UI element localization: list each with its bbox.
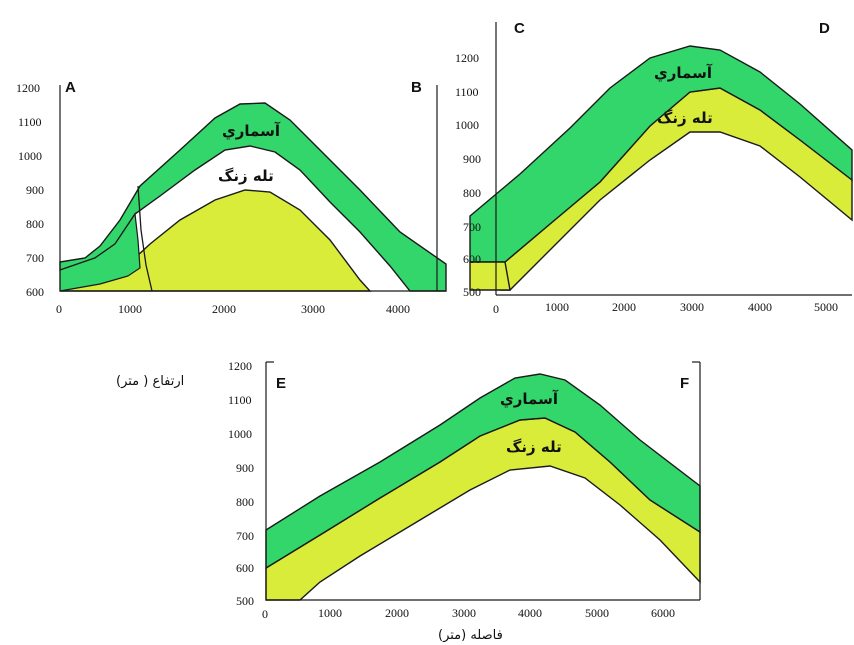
panel-ab-frame (59, 85, 446, 292)
panel-ab-y-ticks: 1200 1100 1000 900 800 700 600 (16, 81, 44, 299)
panel-ef-y-tick: 1200 (228, 359, 252, 373)
panel-ef-y-tick: 1000 (228, 427, 252, 441)
panel-cd-upper-unit-label: آسماري (654, 64, 713, 83)
panel-cd-x-tick: 0 (493, 302, 499, 316)
panel-cd-y-tick: 1100 (455, 85, 479, 99)
panel-cd-y-tick: 500 (463, 285, 481, 299)
panel-ab-y-tick: 700 (26, 251, 44, 265)
panel-ef-frame (265, 361, 701, 601)
panel-ab-x-tick: 3000 (301, 302, 325, 316)
panel-cd-y-tick: 600 (463, 252, 481, 266)
panel-ef-y-tick: 900 (236, 461, 254, 475)
panel-cd-x-tick: 2000 (612, 300, 636, 314)
panel-cd-x-ticks: 0 1000 2000 3000 4000 5000 (493, 300, 838, 316)
x-axis-title: فاصله (متر) (438, 628, 503, 643)
panel-cd-corner-left: C (514, 20, 525, 37)
panel-ab-x-ticks: 0 1000 2000 3000 4000 (56, 302, 410, 316)
panel-cd-x-tick: 5000 (814, 300, 838, 314)
panel-ab-y-tick: 1000 (18, 149, 42, 163)
panel-cd-y-tick: 800 (463, 186, 481, 200)
panel-ab-fault-line (137, 185, 153, 292)
panel-ef-x-tick: 3000 (452, 606, 476, 620)
panel-ab-lower-unit-label: تله زنگ (218, 167, 274, 185)
panel-ef-y-tick: 600 (236, 561, 254, 575)
panel-ab-y-tick: 900 (26, 183, 44, 197)
panel-ef: 1200 1100 1000 900 800 700 600 500 0 100… (116, 359, 701, 643)
panel-ab-x-tick: 1000 (118, 302, 142, 316)
panel-ef-x-tick: 5000 (585, 606, 609, 620)
panel-ef-x-ticks: 0 1000 2000 3000 4000 5000 6000 (262, 606, 675, 621)
panel-cd-y-tick: 900 (463, 152, 481, 166)
panel-ef-y-tick: 500 (236, 594, 254, 608)
panel-ef-y-tick: 1100 (228, 393, 252, 407)
panel-cd-y-tick: 700 (463, 220, 481, 234)
panel-ab-y-tick: 800 (26, 217, 44, 231)
panel-ef-y-tick: 800 (236, 495, 254, 509)
panel-cd-y-tick: 1200 (455, 51, 479, 65)
panel-ab-corner-right: B (411, 79, 422, 96)
panel-cd-corner-right: D (819, 20, 830, 37)
panel-cd-lower-unit-left (469, 261, 511, 291)
panel-cd: 1200 1100 1000 900 800 700 600 500 0 100… (455, 20, 853, 316)
panel-cd-y-tick: 1000 (455, 118, 479, 132)
panel-ef-lower-unit-label: تله زنگ (506, 438, 562, 456)
panel-ab-y-tick: 1100 (18, 115, 42, 129)
panel-ef-y-ticks: 1200 1100 1000 900 800 700 600 500 (228, 359, 254, 608)
panel-ab-y-tick: 1200 (16, 81, 40, 95)
panel-ef-corner-left: E (276, 375, 286, 392)
panel-ab-upper-unit-label: آسماري (222, 122, 281, 141)
panel-ab: 1200 1100 1000 900 800 700 600 0 1000 20… (16, 79, 447, 316)
panel-ef-upper-unit-label: آسماري (500, 390, 559, 409)
panel-ab-x-tick: 2000 (212, 302, 236, 316)
panel-ef-x-tick: 4000 (518, 606, 542, 620)
panel-ef-corner-right: F (680, 375, 689, 392)
panel-ab-corner-left: A (65, 79, 76, 96)
panel-cd-y-ticks: 1200 1100 1000 900 800 700 600 500 (455, 51, 481, 299)
panel-ef-x-tick: 1000 (318, 606, 342, 620)
panel-cd-x-tick: 3000 (680, 300, 704, 314)
y-axis-title: ارتفاع ( متر) (116, 374, 184, 389)
panel-cd-upper-unit (469, 45, 853, 263)
panel-ab-y-tick: 600 (26, 285, 44, 299)
panel-ef-x-tick: 0 (262, 607, 268, 621)
panel-ef-x-tick: 2000 (385, 606, 409, 620)
panel-cd-lower-unit-label: تله زنگ (657, 109, 713, 127)
panel-ab-x-tick: 0 (56, 302, 62, 316)
panel-cd-x-tick: 1000 (545, 300, 569, 314)
panel-ef-y-tick: 700 (236, 529, 254, 543)
panel-cd-x-tick: 4000 (748, 300, 772, 314)
panel-ef-x-tick: 6000 (651, 606, 675, 620)
panel-ab-x-tick: 4000 (386, 302, 410, 316)
panel-cd-frame (495, 22, 852, 296)
